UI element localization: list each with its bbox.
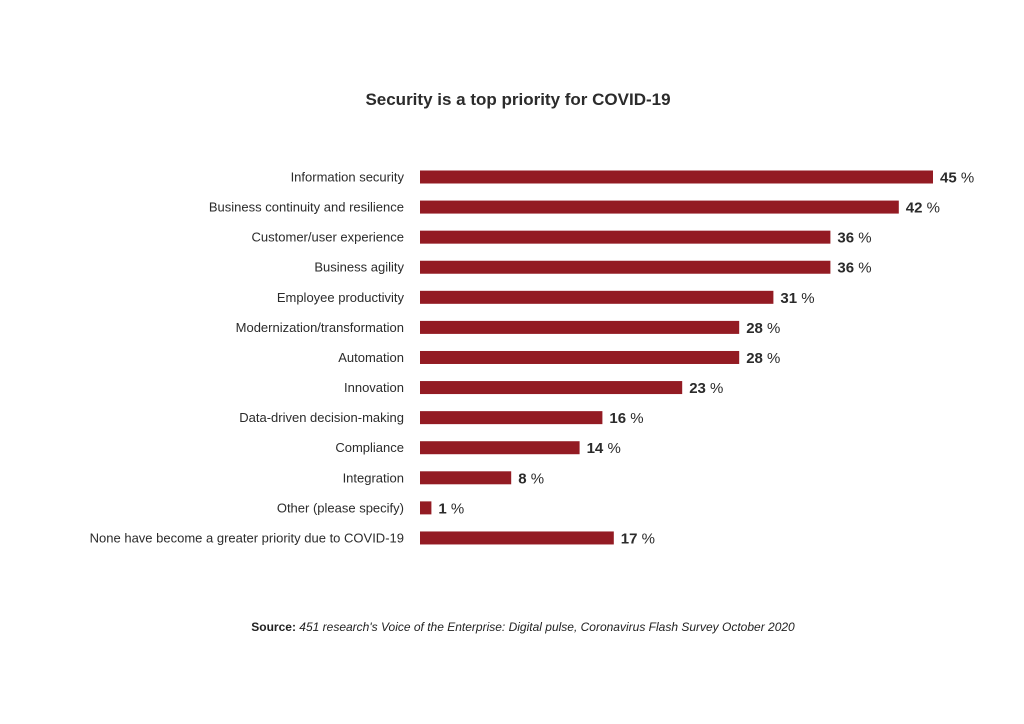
value-label: 28 % bbox=[746, 350, 780, 367]
value-label: 17 % bbox=[621, 530, 655, 547]
category-label: None have become a greater priority due … bbox=[90, 530, 404, 545]
value-label: 28 % bbox=[746, 320, 780, 337]
bar bbox=[420, 230, 831, 244]
category-label: Compliance bbox=[335, 440, 404, 455]
bar bbox=[420, 170, 933, 184]
bar bbox=[420, 350, 740, 364]
category-label: Business agility bbox=[314, 260, 404, 275]
value-label: 45 % bbox=[940, 170, 974, 187]
bar bbox=[420, 411, 603, 425]
source-label: Source: bbox=[251, 620, 296, 634]
value-label: 23 % bbox=[689, 380, 723, 397]
category-label: Automation bbox=[338, 350, 404, 365]
value-label: 31 % bbox=[780, 290, 814, 307]
bar bbox=[420, 441, 580, 455]
bar bbox=[420, 471, 512, 485]
bar bbox=[420, 381, 683, 395]
bar bbox=[420, 320, 740, 334]
value-label: 8 % bbox=[518, 470, 544, 487]
category-label: Information security bbox=[291, 170, 405, 185]
value-label: 36 % bbox=[837, 230, 871, 247]
category-label: Innovation bbox=[344, 380, 404, 395]
category-label: Customer/user experience bbox=[252, 230, 404, 245]
bar bbox=[420, 531, 614, 545]
value-label: 16 % bbox=[609, 410, 643, 427]
category-label: Employee productivity bbox=[277, 290, 405, 305]
value-label: 36 % bbox=[837, 260, 871, 277]
bar bbox=[420, 290, 774, 304]
bar bbox=[420, 260, 831, 274]
bar bbox=[420, 501, 432, 515]
category-label: Business continuity and resilience bbox=[209, 200, 404, 215]
category-label: Modernization/transformation bbox=[236, 320, 404, 335]
value-label: 1 % bbox=[438, 500, 464, 517]
category-label: Data-driven decision-making bbox=[239, 410, 404, 425]
bar bbox=[420, 200, 899, 214]
chart-title: Security is a top priority for COVID-19 bbox=[365, 90, 671, 109]
category-label: Integration bbox=[343, 470, 404, 485]
source-text: 451 research's Voice of the Enterprise: … bbox=[299, 620, 795, 634]
value-label: 42 % bbox=[906, 200, 940, 217]
value-label: 14 % bbox=[587, 440, 621, 457]
source-note: Source: 451 research's Voice of the Ente… bbox=[0, 620, 1024, 634]
category-label: Other (please specify) bbox=[277, 500, 404, 515]
